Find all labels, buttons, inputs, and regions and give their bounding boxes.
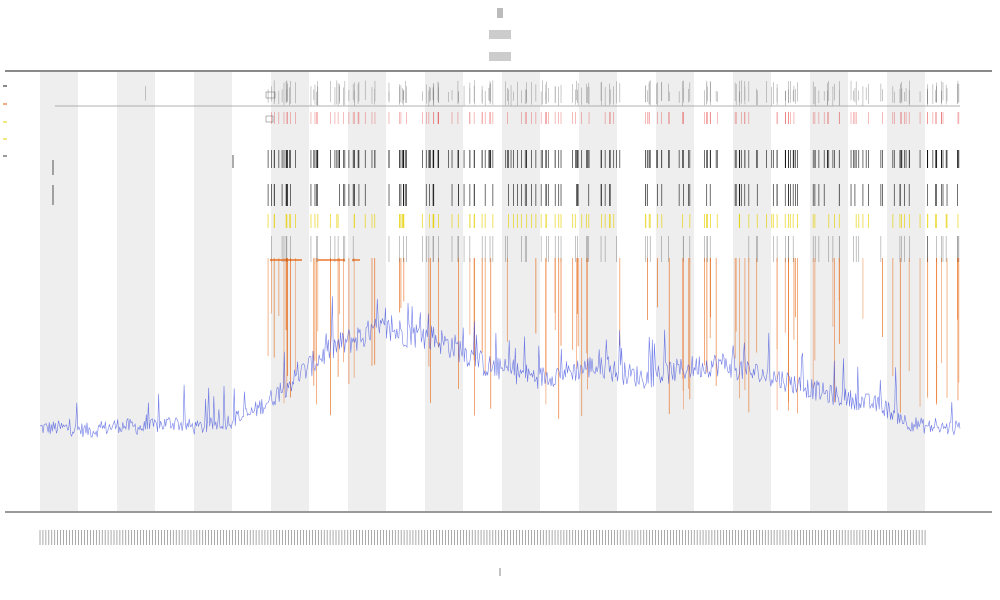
small-label-mark-2: [265, 115, 274, 123]
legend: [3, 85, 7, 157]
subtitle-mark-2: [489, 52, 511, 61]
band-5: [348, 72, 386, 511]
band-6: [425, 72, 463, 511]
title-mark: [497, 8, 503, 18]
x-tick-labels: [39, 530, 926, 545]
band-10: [733, 72, 771, 511]
baseline-line: [39, 296, 961, 438]
band-12: [887, 72, 925, 511]
band-4: [271, 72, 309, 511]
band-2: [117, 72, 155, 511]
band-1: [40, 72, 78, 511]
subtitle-mark-1: [489, 30, 511, 39]
small-label-mark-1: [265, 91, 276, 99]
band-11: [810, 72, 848, 511]
band-8: [579, 72, 617, 511]
band-3: [194, 72, 232, 511]
small-ticks-top: [265, 8, 511, 123]
band-9: [656, 72, 694, 511]
baseline-series: [39, 296, 961, 438]
band-7: [502, 72, 540, 511]
